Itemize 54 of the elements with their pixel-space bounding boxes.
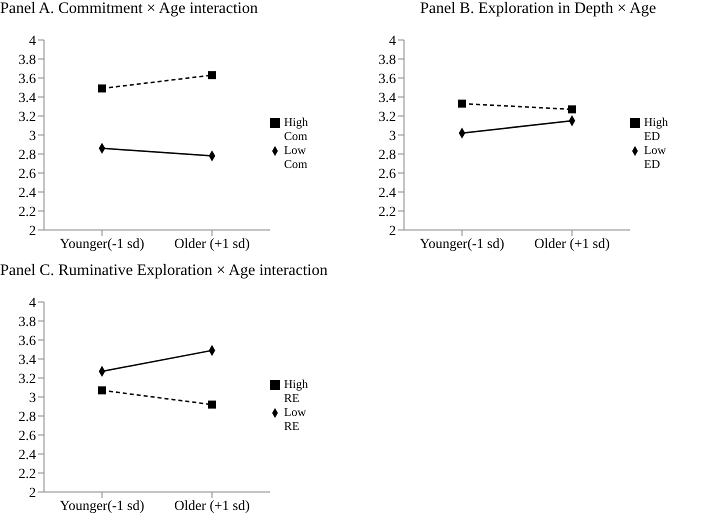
y-tick-label: 2.8 xyxy=(18,410,36,425)
y-tick-label: 2.4 xyxy=(378,186,396,201)
point xyxy=(208,400,216,409)
legend-label: Low Com xyxy=(284,143,308,171)
y-tick-label: 2.8 xyxy=(18,148,36,163)
y-tick-label: 4 xyxy=(29,34,36,49)
y-tick-label: 2.2 xyxy=(378,204,396,220)
legend-label: High ED xyxy=(644,115,669,143)
y-tick-label: 2.2 xyxy=(18,204,36,220)
y-tick-label: 3.8 xyxy=(18,314,36,330)
y-tick-label: 3.8 xyxy=(378,52,396,68)
y-tick-label: 2.4 xyxy=(18,448,36,463)
y-tick-label: 3.2 xyxy=(378,110,396,125)
x-tick-label: Younger(-1 sd) xyxy=(60,236,145,252)
y-tick-label: 3.4 xyxy=(378,90,396,106)
x-tick-label: Older (+1 sd) xyxy=(534,236,610,252)
y-tick-label: 2.6 xyxy=(378,166,396,182)
y-tick-label: 3.2 xyxy=(18,110,36,125)
legend-label: High RE xyxy=(284,377,309,405)
point xyxy=(98,386,106,394)
y-tick-label: 3.4 xyxy=(18,90,36,106)
y-tick-label: 2 xyxy=(29,224,36,239)
y-tick-label: 3 xyxy=(29,390,36,406)
y-tick-label: 3.6 xyxy=(18,334,36,349)
y-tick-label: 2 xyxy=(389,224,396,239)
y-tick-label: 3.8 xyxy=(18,52,36,68)
x-tick-label: Older (+1 sd) xyxy=(174,498,250,514)
y-tick-label: 3.4 xyxy=(18,352,36,368)
x-tick-label: Younger(-1 sd) xyxy=(60,498,145,514)
y-tick-label: 4 xyxy=(29,296,36,311)
y-tick-label: 2.6 xyxy=(18,428,36,444)
chart-title: Panel B. Exploration in Depth × Age xyxy=(419,0,658,19)
chart-title: Panel A. Commitment × Age interaction xyxy=(0,0,259,19)
legend-label: Low ED xyxy=(644,143,667,171)
y-tick-label: 3.6 xyxy=(18,72,36,87)
point xyxy=(208,71,216,80)
point xyxy=(458,100,466,108)
y-tick-label: 2 xyxy=(29,486,36,501)
chart-title: Panel C. Ruminative Exploration × Age interaction xyxy=(0,262,329,281)
y-tick-label: 2.4 xyxy=(18,186,36,201)
point xyxy=(98,84,106,92)
legend-label: High Com xyxy=(284,115,309,143)
y-tick-label: 3.6 xyxy=(378,72,396,87)
legend-label: Low RE xyxy=(284,405,307,433)
point xyxy=(568,105,576,114)
y-tick-label: 4 xyxy=(389,34,396,49)
y-tick-label: 3.2 xyxy=(18,372,36,387)
y-tick-label: 2.6 xyxy=(18,166,36,182)
x-tick-label: Younger(-1 sd) xyxy=(420,236,505,252)
x-tick-label: Older (+1 sd) xyxy=(174,236,250,252)
y-tick-label: 2.2 xyxy=(18,466,36,482)
y-tick-label: 3 xyxy=(29,128,36,144)
y-tick-label: 3 xyxy=(389,128,396,144)
y-tick-label: 2.8 xyxy=(378,148,396,163)
